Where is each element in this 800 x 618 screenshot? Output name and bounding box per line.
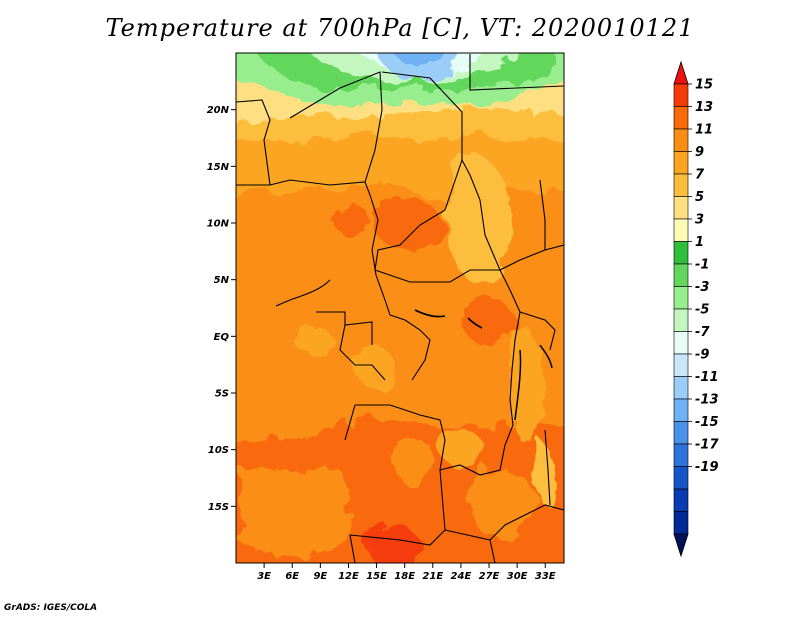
colorbar: 15 13 11 9 7 5 3 1 -1 -3 -5 -7 -9 -11 -13 -15 -17 -19	[673, 60, 719, 558]
x-tick-label: 12E	[338, 571, 359, 582]
x-tick-label: 18E	[394, 571, 415, 582]
grads-credit: GrADS: IGES/COLA	[4, 603, 98, 613]
x-tick-label: 9E	[313, 571, 327, 582]
field-7-to-9-highlands	[509, 320, 545, 443]
colorbar-label: -3	[695, 280, 709, 295]
x-tick-label: 24E	[451, 571, 472, 582]
field-minus9-to-minus7	[393, 53, 445, 65]
colorbar-label: -13	[695, 393, 719, 408]
page-title: Temperature at 700hPa [C], VT: 202001012…	[105, 14, 695, 42]
colorbar-label: -9	[695, 348, 709, 363]
colorbar-box	[673, 241, 689, 265]
x-tick-label: 27E	[479, 571, 500, 582]
field-11-to-13-nigeria	[332, 202, 369, 237]
colorbar-label: 1	[695, 235, 704, 250]
colorbar-label: -5	[695, 303, 709, 318]
colorbar-label: 9	[695, 145, 704, 160]
field-11-to-13-congo	[461, 296, 513, 345]
colorbar-box	[673, 218, 689, 242]
colorbar-top-arrow	[673, 60, 689, 85]
colorbar-box	[673, 376, 689, 400]
country-borders	[236, 54, 564, 563]
colorbar-box	[673, 488, 689, 512]
colorbar-box	[673, 83, 689, 107]
x-tick-label: 6E	[285, 571, 299, 582]
y-tick-label: 20N	[207, 105, 230, 116]
colorbar-label: -17	[695, 438, 719, 453]
colorbar-label: 5	[695, 190, 704, 205]
x-tick-label: 3E	[257, 571, 271, 582]
y-tick-label: 10N	[207, 219, 230, 230]
colorbar-label: 11	[695, 123, 713, 138]
colorbar-box	[673, 443, 689, 467]
field-13-to-15-south	[366, 525, 420, 563]
x-tick-label: 30E	[507, 571, 528, 582]
colorbar-box	[673, 353, 689, 377]
colorbar-box	[673, 466, 689, 490]
colorbar-box	[673, 173, 689, 197]
field-5-to-7-highlands	[534, 440, 557, 505]
colorbar-bottom-arrow	[673, 533, 689, 558]
colorbar-box	[673, 308, 689, 332]
y-tick-label: 15S	[208, 502, 229, 513]
y-tick-label: 10S	[208, 445, 229, 456]
y-tick-label: 5S	[215, 389, 229, 400]
colorbar-box	[673, 106, 689, 130]
colorbar-box	[673, 331, 689, 355]
field-5-to-7-east	[447, 150, 513, 282]
colorbar-box	[673, 511, 689, 535]
field-9-to-11-southwest	[240, 467, 350, 556]
colorbar-box	[673, 151, 689, 175]
x-axis-ticks: 3E 6E 9E 12E 15E 18E 21E 24E 27E 30E 33E	[257, 563, 556, 582]
colorbar-box	[673, 421, 689, 445]
colorbar-label: -15	[695, 415, 719, 430]
colorbar-box	[673, 128, 689, 152]
plot-frame	[235, 52, 565, 564]
colorbar-label: -7	[695, 325, 710, 340]
colorbar-label: -11	[695, 370, 719, 385]
colorbar-label: -19	[695, 460, 719, 475]
field-9-to-11-zambia	[468, 467, 536, 539]
colorbar-label: 3	[695, 213, 704, 228]
x-tick-label: 15E	[366, 571, 387, 582]
colorbar-box	[673, 286, 689, 310]
colorbar-label: 7	[695, 168, 705, 183]
y-tick-label: 5N	[214, 275, 230, 286]
y-tick-label: EQ	[214, 332, 230, 343]
colorbar-label: -1	[695, 258, 709, 273]
colorbar-box	[673, 196, 689, 220]
colorbar-box	[673, 398, 689, 422]
field-11-to-13-chad	[373, 196, 446, 252]
x-tick-label: 21E	[422, 571, 443, 582]
y-axis-ticks: 20N 15N 10N 5N EQ 5S 10S 15S	[207, 105, 236, 513]
colorbar-label: 15	[695, 78, 713, 93]
field-7-to-9-central	[354, 346, 396, 388]
field-minus7-to-minus5	[376, 53, 468, 79]
colorbar-box	[673, 263, 689, 287]
x-tick-label: 33E	[535, 571, 556, 582]
colorbar-label: 13	[695, 100, 713, 115]
field-9-to-11-angola	[392, 437, 434, 485]
temperature-field	[236, 53, 564, 563]
field-7-to-9-gabon	[295, 325, 331, 356]
y-tick-label: 15N	[207, 162, 230, 173]
field-7-to-9-katanga	[436, 429, 486, 467]
